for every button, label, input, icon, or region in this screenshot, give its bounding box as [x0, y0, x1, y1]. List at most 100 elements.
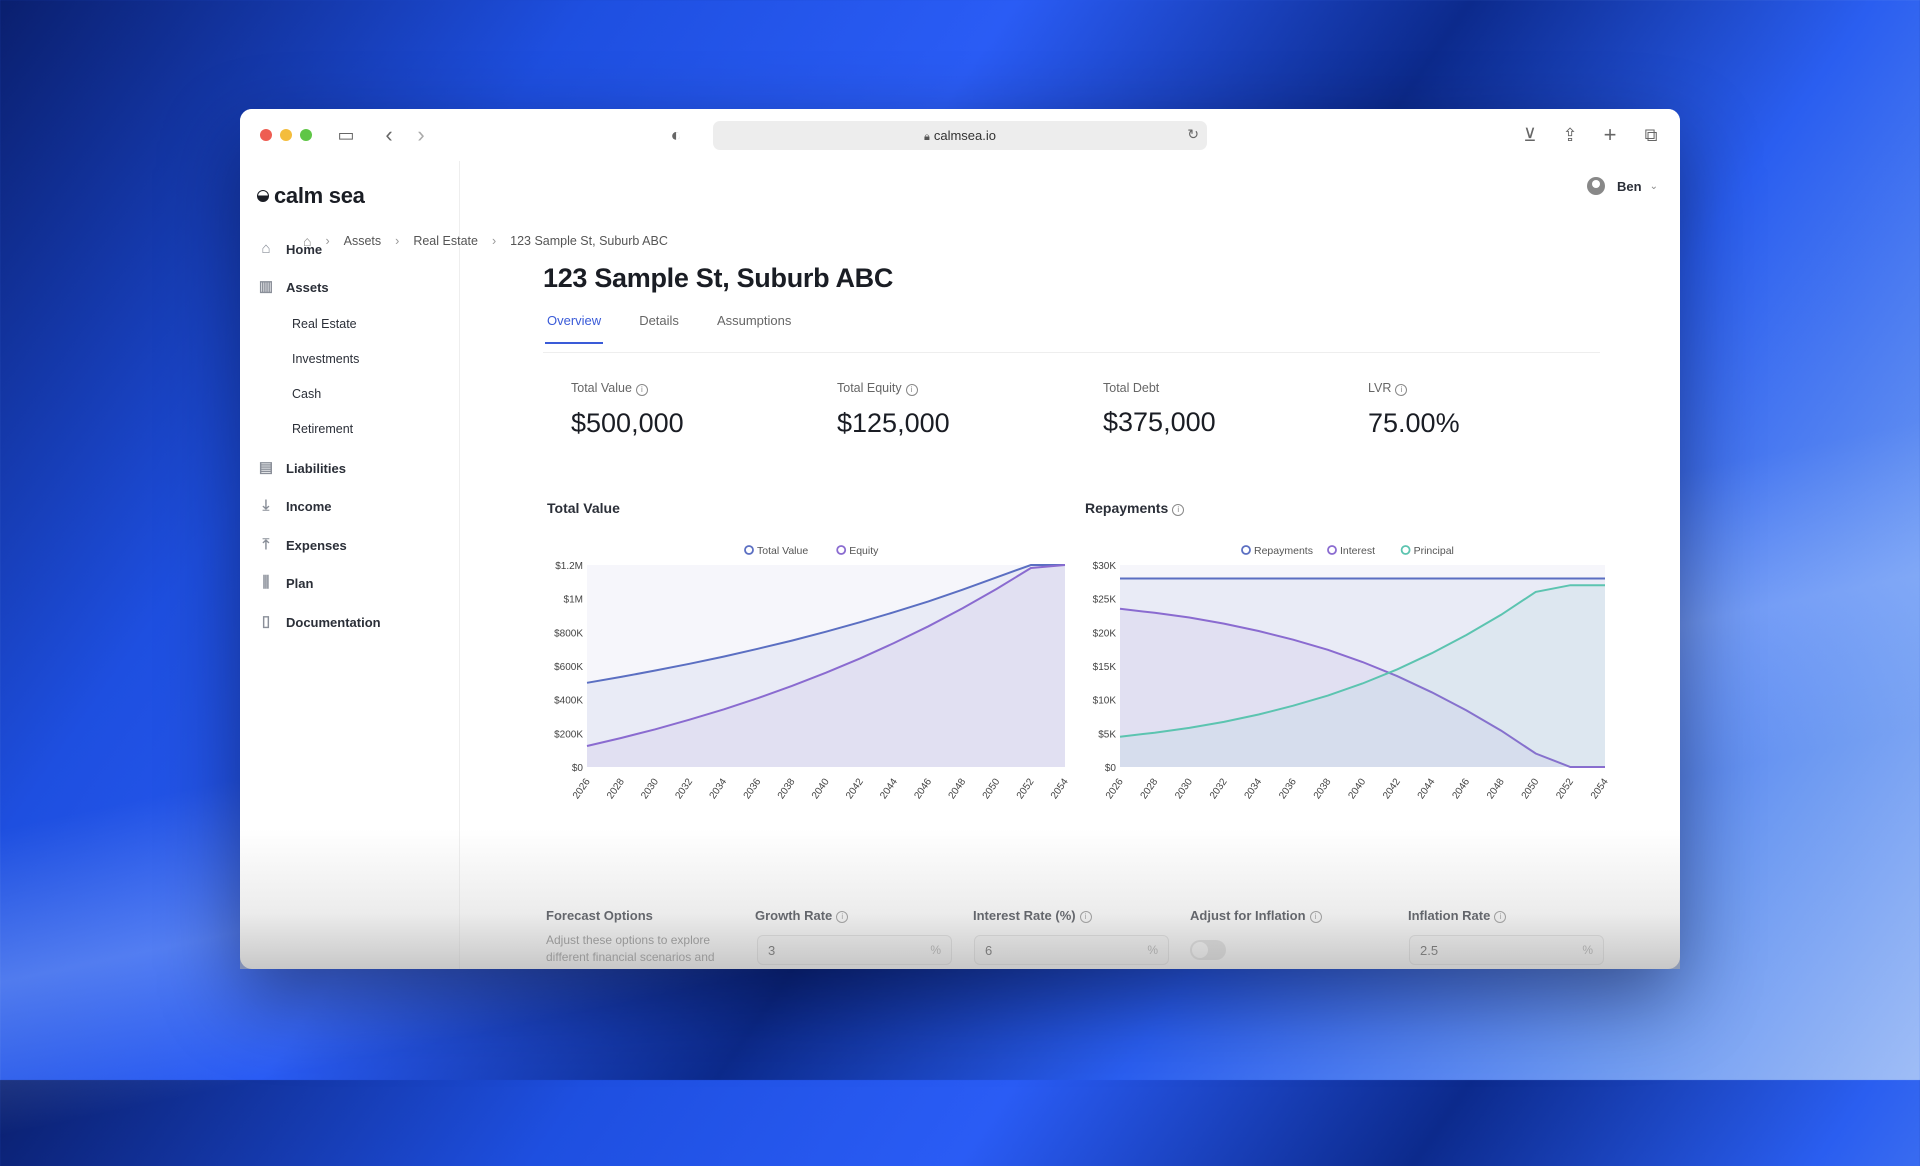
stat-value: $125,000	[837, 408, 950, 438]
user-menu[interactable]: Ben ⌄	[1587, 177, 1658, 195]
field-label: Inflation Rate	[1408, 908, 1491, 923]
sidebar-item-assets[interactable]: ▥ Assets	[256, 277, 329, 297]
x-tick-label: 2036	[742, 776, 764, 801]
sidebar-item-income[interactable]: ⤓ Income	[256, 496, 332, 516]
share-icon[interactable]: ⇪	[1562, 125, 1578, 145]
tab-details[interactable]: Details	[639, 313, 679, 328]
sidebar: calm sea ⌂ Home ▥ Assets Real Estate Inves…	[240, 161, 460, 969]
x-tick-label: 2048	[947, 776, 969, 801]
forward-icon[interactable]: ›	[417, 122, 425, 147]
new-tab-icon[interactable]: +	[1603, 122, 1617, 147]
sidebar-item-home[interactable]: ⌂ Home	[256, 239, 322, 259]
breadcrumb-home-icon[interactable]: ⌂	[303, 233, 312, 249]
info-icon[interactable]: i	[635, 384, 648, 396]
tab-overview[interactable]: Overview	[545, 311, 604, 344]
reload-icon[interactable]: ↻	[1187, 126, 1199, 142]
x-tick-label: 2030	[1173, 776, 1195, 801]
plot-background	[587, 565, 1065, 767]
legend-label: Equity	[849, 545, 879, 557]
stat-label: Total Debt	[1103, 381, 1160, 395]
y-tick-label: $0	[572, 763, 584, 774]
sidebar-item-expenses[interactable]: ⤒ Expenses	[256, 535, 347, 555]
sidebar-subitem-investments[interactable]: Investments	[292, 352, 360, 366]
tab-bar: Overview Details Assumptions	[545, 311, 827, 344]
chevron-down-icon: ⌄	[1649, 180, 1658, 192]
chart-title-total-value: Total Value	[547, 500, 620, 516]
tab-overview-icon[interactable]: ⧉	[1644, 125, 1658, 145]
input-value: 2.5	[1420, 943, 1439, 958]
x-tick-label: 2052	[1554, 776, 1576, 801]
interest-rate-label: Interest Rate (%) i	[973, 908, 1092, 923]
legend-marker	[1241, 545, 1251, 555]
inflation-rate-label: Inflation Rate i	[1408, 908, 1507, 923]
interest-rate-input[interactable]: 6%	[974, 935, 1169, 965]
info-icon[interactable]: i	[1309, 911, 1322, 923]
sidebar-subitem-retirement[interactable]: Retirement	[292, 422, 354, 436]
info-icon[interactable]: i	[1079, 911, 1092, 923]
close-window-button[interactable]	[260, 129, 272, 141]
x-tick-label: 2032	[1208, 776, 1230, 801]
back-icon[interactable]: ‹	[385, 122, 393, 147]
forecast-options-description: Adjust these options to explore differen…	[546, 933, 715, 964]
input-unit: %	[1147, 943, 1158, 957]
breadcrumb-item-real-estate[interactable]: Real Estate	[413, 234, 478, 248]
legend-label: Repayments	[1254, 545, 1313, 557]
adjust-inflation-toggle[interactable]	[1190, 940, 1226, 960]
info-icon[interactable]: i	[1172, 504, 1185, 516]
series-area	[1120, 585, 1605, 767]
info-icon[interactable]: i	[905, 384, 918, 396]
sidebar-subitem-real-estate[interactable]: Real Estate	[292, 317, 357, 331]
minimize-window-button[interactable]	[280, 129, 292, 141]
x-tick-label: 2050	[1520, 776, 1542, 801]
page-title: 123 Sample St, Suburb ABC	[543, 263, 894, 293]
sidebar-item-plan[interactable]: ⫼ Plan	[256, 573, 314, 593]
series-area	[1120, 608, 1605, 767]
input-unit: %	[1582, 943, 1593, 957]
breadcrumb-item-assets[interactable]: Assets	[343, 234, 382, 248]
maximize-window-button[interactable]	[300, 129, 312, 141]
x-tick-label: 2040	[1346, 776, 1368, 801]
growth-rate-label: Growth Rate i	[755, 908, 849, 923]
stat-label: Total Equity	[837, 381, 902, 395]
upload-icon: ⤒	[262, 536, 270, 553]
field-label: Interest Rate (%)	[973, 908, 1076, 923]
x-tick-label: 2046	[1450, 776, 1472, 801]
tab-assumptions[interactable]: Assumptions	[716, 313, 792, 328]
stat-label: Total Value	[571, 381, 632, 395]
sidebar-toggle-icon[interactable]: ▭	[337, 125, 355, 145]
breadcrumb-separator-icon: ›	[491, 234, 497, 248]
inflation-rate-input[interactable]: 2.5%	[1409, 935, 1604, 965]
info-icon[interactable]: i	[1395, 384, 1408, 396]
series-line	[1119, 607, 1605, 768]
x-tick-label: 2026	[571, 776, 593, 801]
x-tick-label: 2046	[912, 776, 934, 801]
shield-icon[interactable]: ◐	[670, 125, 682, 145]
x-tick-label: 2036	[1277, 776, 1299, 801]
chart-title-repayments: Repayments i	[1085, 500, 1185, 516]
y-tick-label: $10K	[1093, 696, 1117, 707]
total-value-chart: Total Value Equity $0 $200K $400K $600K $800K $…	[554, 545, 1070, 801]
sidebar-item-liabilities[interactable]: ▤ Liabilities	[256, 458, 346, 478]
series-area	[587, 565, 1065, 767]
legend-label: Principal	[1414, 545, 1454, 557]
bar-chart-icon: ▥	[258, 278, 274, 295]
breadcrumb-item-current: 123 Sample St, Suburb ABC	[510, 234, 668, 248]
document-dollar-icon: ▤	[258, 459, 274, 476]
sidebar-subitem-cash[interactable]: Cash	[292, 387, 322, 401]
downloads-icon[interactable]: ⊻	[1523, 125, 1537, 145]
growth-rate-input[interactable]: 3%	[757, 935, 952, 965]
logo[interactable]: calm sea	[257, 183, 365, 209]
address-bar[interactable]: 🔒︎ calmsea.io ↻	[713, 121, 1207, 150]
y-tick-label: $1.2M	[555, 561, 583, 572]
forecast-options-title: Forecast Options	[546, 908, 653, 923]
repayments-chart: Repayments Interest Principal $0 $5K $10K $15K…	[1093, 545, 1611, 801]
stat-value: $375,000	[1103, 407, 1216, 437]
x-tick-label: 2040	[810, 776, 832, 801]
breadcrumb-separator-icon: ›	[395, 234, 400, 248]
info-icon[interactable]: i	[836, 911, 849, 923]
file-icon: ▯	[261, 613, 271, 630]
x-tick-label: 2050	[981, 776, 1003, 801]
x-tick-label: 2042	[844, 776, 866, 801]
sidebar-item-documentation[interactable]: ▯ Documentation	[256, 612, 381, 632]
info-icon[interactable]: i	[1494, 911, 1507, 923]
